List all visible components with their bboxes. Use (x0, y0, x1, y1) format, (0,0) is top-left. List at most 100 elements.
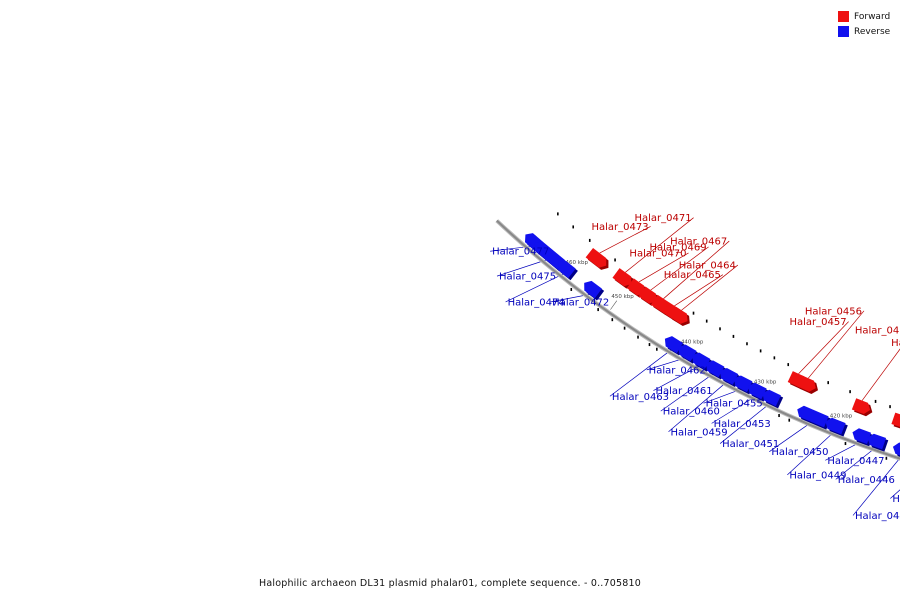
gene-halar-0444[interactable] (892, 413, 900, 460)
tick-label: 460 kbp (566, 260, 589, 266)
gene-halar-0450[interactable] (797, 381, 831, 430)
gene-label[interactable]: Halar_0456 (805, 306, 862, 317)
gene-label[interactable]: Halar_0473 (591, 222, 648, 233)
gene-marker (611, 318, 614, 322)
gene-arrow (719, 368, 739, 385)
gene-halar-0464[interactable] (656, 306, 690, 351)
leader-line (599, 226, 651, 254)
gene-marker (827, 381, 829, 385)
leader-line (625, 217, 694, 273)
gene-label[interactable]: Halar_0462 (649, 365, 706, 376)
leader-line (668, 381, 728, 433)
leader-line (638, 252, 689, 283)
gene-marker (692, 311, 695, 315)
gene-label[interactable]: Halar_0471 (634, 213, 691, 224)
gene-label[interactable]: Halar_0451 (722, 439, 779, 450)
tick-label: 440 kbp (681, 340, 704, 346)
gene-label[interactable]: Halar_0467 (670, 237, 727, 248)
gene-label[interactable]: Halar_0465 (664, 270, 721, 281)
gene-arrow (851, 398, 871, 415)
reverse-swatch (838, 26, 849, 37)
gene-halar-0452[interactable] (885, 412, 900, 460)
gene-marker (773, 356, 776, 360)
gene-label[interactable]: Halar_0454 (855, 326, 900, 337)
gene-arrow (585, 247, 607, 268)
gene-halar-0451[interactable] (762, 363, 790, 409)
gene-label[interactable]: Halar_0469 (649, 242, 706, 253)
gene-arrow (678, 344, 697, 362)
forward-swatch (838, 11, 849, 22)
label-leader-lines (490, 217, 900, 516)
gene-label[interactable]: Halar_0447 (827, 456, 884, 467)
gene-label[interactable]: Halar_0472 (552, 298, 609, 309)
gene-label[interactable]: Halar_0474 (508, 297, 565, 308)
gene-label[interactable]: Halar_0450 (771, 447, 828, 458)
gene-label[interactable]: Halar_0477 (492, 247, 549, 258)
gene-halar-0473[interactable] (570, 247, 609, 291)
gene-marker (637, 335, 639, 339)
gene-arrow (892, 442, 900, 456)
gene-labels: Halar_0477 Halar_0475 Halar_0474 Halar_0473… (492, 213, 900, 522)
gene-arrow (638, 286, 657, 304)
gene-arrow (867, 433, 887, 450)
gene-label[interactable]: Halar_0475 (499, 272, 556, 283)
gene-marker (614, 258, 616, 262)
gene-halar-0467[interactable] (637, 294, 673, 339)
gene-halar-0472[interactable] (584, 258, 616, 301)
gene-halar-0456[interactable] (788, 375, 818, 422)
legend-forward: Forward (838, 9, 900, 24)
gene-halar-0454[interactable] (844, 398, 873, 446)
gene-label[interactable]: Halar_0457 (789, 317, 846, 328)
gene-marker (889, 405, 891, 409)
gene-marker (849, 390, 851, 394)
gene-arrow (852, 428, 872, 445)
gene-arrow (797, 405, 829, 428)
gene-halar-0446[interactable] (867, 405, 891, 452)
leader-line (650, 246, 709, 291)
gene-label[interactable]: Halar_0460 (663, 407, 720, 418)
leader-line (711, 396, 756, 424)
leader-line (663, 240, 730, 299)
gene-label[interactable]: Halar_0444 (855, 511, 900, 522)
gene-label[interactable]: Halar_0446 (838, 475, 895, 486)
gene-halar-0449[interactable] (825, 390, 851, 437)
gene-marker (787, 363, 790, 367)
gene-label[interactable]: Halar_0449 (789, 470, 846, 481)
gene-halar-0469[interactable] (623, 286, 659, 330)
gene-halar-0471[interactable] (597, 268, 634, 312)
gene-halar-0447[interactable] (852, 399, 877, 447)
gene-marker (705, 319, 708, 323)
gene-marker (746, 342, 748, 346)
tick-label: 420 kbp (830, 414, 853, 420)
gene-label[interactable]: Halar_0440 (892, 494, 900, 505)
tick-mark (610, 300, 618, 310)
gene-marker (788, 418, 791, 422)
gene-label[interactable]: Halar_0459 (671, 427, 728, 438)
leader-line (769, 421, 812, 452)
gene-label[interactable]: Halar_0464 (679, 261, 736, 272)
gene-label[interactable]: Halar_0470 (629, 248, 686, 259)
leader-line (653, 365, 700, 391)
gene-label[interactable]: Halar_0463 (612, 392, 669, 403)
gene-arrow (762, 389, 781, 407)
leader-line (835, 446, 877, 480)
gene-label[interactable]: Halar_0453 (714, 419, 771, 430)
backbone-arc (496, 219, 900, 460)
leader-line (505, 273, 564, 303)
gene-halar-0474[interactable] (558, 238, 591, 281)
gene-label[interactable]: Halar_0455 (706, 399, 763, 410)
legend-reverse: Reverse (838, 24, 900, 39)
gene-marker (778, 414, 780, 418)
gene-arrow (692, 352, 711, 370)
leader-line (890, 489, 900, 499)
leader-line (798, 321, 849, 375)
gene-arrow (797, 375, 816, 392)
leader-line (787, 431, 835, 476)
gene-arrows (524, 212, 900, 460)
gene-marker (623, 326, 626, 330)
leader-line (681, 264, 739, 311)
gene-label[interactable]: Halar_0461 (655, 386, 712, 397)
gene-label[interactable]: Halar_0452 (891, 338, 900, 349)
gene-marker (588, 238, 591, 242)
